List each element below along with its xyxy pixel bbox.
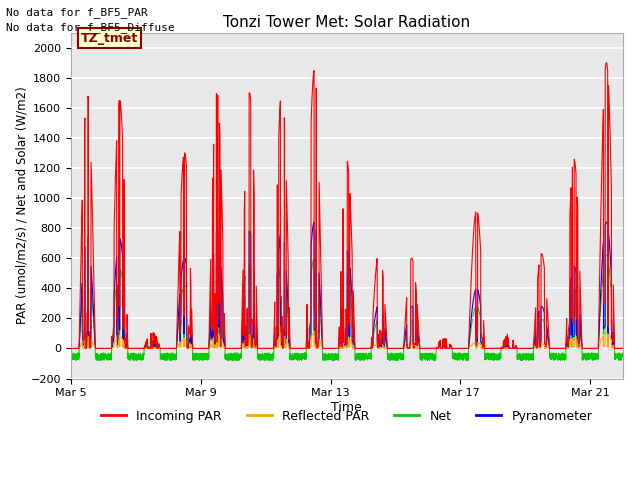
- Text: No data for f_BF5_Diffuse: No data for f_BF5_Diffuse: [6, 22, 175, 33]
- Y-axis label: PAR (umol/m2/s) / Net and Solar (W/m2): PAR (umol/m2/s) / Net and Solar (W/m2): [15, 87, 28, 324]
- X-axis label: Time: Time: [332, 401, 362, 414]
- Legend: Incoming PAR, Reflected PAR, Net, Pyranometer: Incoming PAR, Reflected PAR, Net, Pyrano…: [97, 405, 597, 428]
- Text: TZ_tmet: TZ_tmet: [81, 32, 138, 45]
- Text: No data for f_BF5_PAR: No data for f_BF5_PAR: [6, 7, 148, 18]
- Title: Tonzi Tower Met: Solar Radiation: Tonzi Tower Met: Solar Radiation: [223, 15, 470, 30]
